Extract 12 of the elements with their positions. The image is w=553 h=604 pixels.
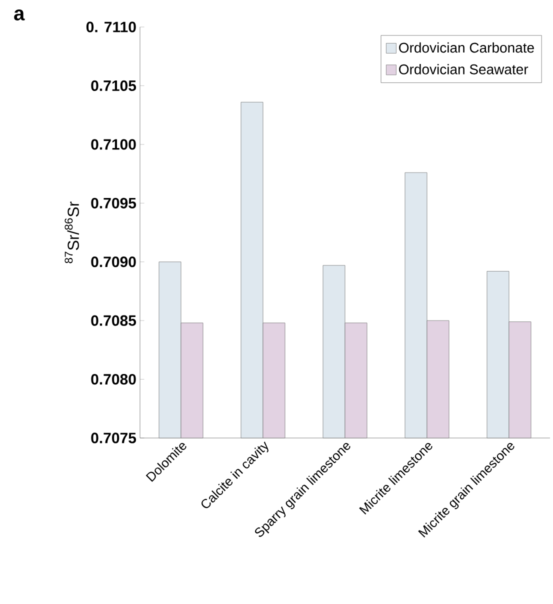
y-tick-label: 0.7105 [91,80,136,92]
text: a [14,10,25,20]
legend-label: Ordovician Seawater [399,64,528,74]
y-tick-label: 0.7075 [91,432,136,444]
y-tick-label: 0.7080 [91,374,136,385]
y-tick-label: 0.7100 [91,139,136,150]
y-tick-label: 0.7090 [91,256,136,268]
legend-label: Ordovician Carbonate [399,42,534,53]
y-tick-label: 0. 7110 [86,22,136,32]
y-axis-title: $^{87}$Sr/$^{86}$Sr [64,202,79,264]
y-tick-label: 0.7085 [91,315,136,326]
y-tick-label: 0.7095 [91,198,136,208]
